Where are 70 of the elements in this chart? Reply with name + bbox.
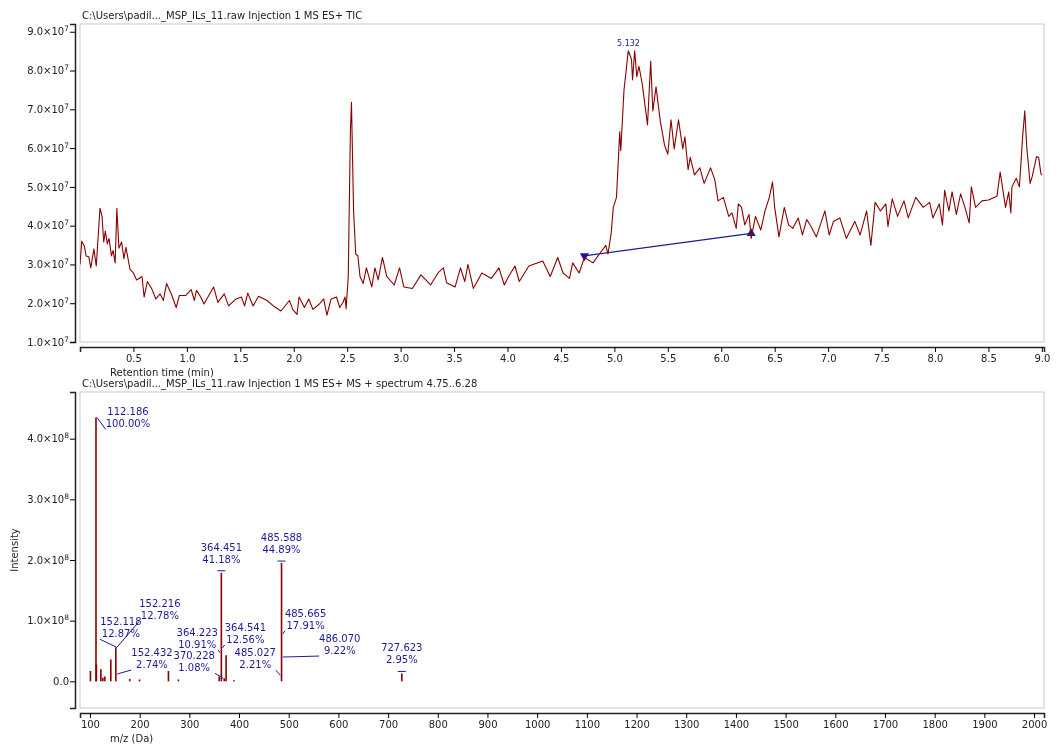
annotation: 112.186 100.00%: [105, 406, 151, 430]
x-tick-label: 9.0: [1034, 353, 1051, 365]
x-tick-label: 8.5: [980, 353, 997, 365]
annotation: 485.588 44.89%: [260, 532, 303, 556]
annotation: 364.541 12.56%: [224, 621, 267, 645]
x-tick-label: 7.0: [820, 353, 837, 365]
x-tick-label: 1300: [674, 719, 700, 731]
x-tick-label: 1000: [524, 719, 551, 731]
annotation: 152.432 2.74%: [131, 647, 173, 671]
x-tick-label: 1.5: [232, 353, 249, 365]
x-tick-label: 2.0: [286, 353, 303, 365]
y-tick-label: 1.0×10$^{8}$: [27, 612, 70, 627]
x-tick-label: 500: [279, 719, 299, 731]
x-tick-label: 8.0: [927, 353, 944, 365]
x-tick-label: 6.0: [713, 353, 730, 365]
x-tick-label: 600: [329, 719, 349, 731]
x-tick-label: 800: [428, 719, 448, 731]
chart-title: C:\Users\padil..._MSP_ILs_11.raw Injection 1 MS ES+ MS + spectrum 4.75..6.28: [82, 378, 478, 390]
x-tick-label: 900: [478, 719, 498, 731]
x-tick-label: 5.5: [660, 353, 677, 365]
annotation: 727.623 2.95%: [381, 642, 423, 666]
y-tick-label: 0.0: [53, 676, 69, 688]
x-tick-label: 700: [379, 719, 399, 731]
x-tick-label: 1400: [723, 719, 750, 731]
annotation: 486.070 9.22%: [319, 633, 361, 657]
x-tick-label: 1100: [574, 719, 601, 731]
y-tick-label: 8.0×10$^{7}$: [27, 62, 70, 77]
x-tick-label: 300: [180, 719, 200, 731]
x-tick-label: 4.5: [553, 353, 570, 365]
annotation: 485.027 2.21%: [234, 647, 276, 671]
x-tick-label: 6.5: [767, 353, 784, 365]
x-tick-label: 100: [80, 719, 100, 731]
y-axis-title: Intensity: [9, 528, 20, 572]
y-tick-label: 2.0×10$^{7}$: [27, 295, 70, 309]
y-tick-label: 3.0×10$^{7}$: [27, 256, 70, 271]
x-tick-label: 4.0: [500, 353, 516, 365]
line-series: [80, 50, 1043, 316]
x-tick-label: 1700: [872, 719, 899, 731]
x-tick-label: 5.0: [606, 353, 623, 365]
x-tick-label: 1600: [823, 719, 849, 731]
y-tick-label: 4.0×10$^{8}$: [27, 430, 70, 445]
x-tick-label: 200: [130, 719, 150, 731]
y-tick-label: 7.0×10$^{7}$: [27, 101, 70, 116]
x-tick-label: 1800: [922, 719, 948, 731]
annotation: 485.665 17.91%: [284, 608, 327, 631]
y-tick-label: 9.0×10$^{7}$: [27, 23, 70, 38]
x-axis-title: m/z (Da): [110, 733, 154, 744]
x-tick-label: 1900: [972, 719, 998, 731]
annotation: 364.451 41.18%: [200, 541, 243, 565]
x-tick-label: 2.5: [339, 353, 356, 365]
annotation: 370.228 1.08%: [173, 650, 215, 674]
y-tick-label: 3.0×10$^{8}$: [27, 491, 70, 506]
x-tick-label: 0.5: [125, 353, 142, 365]
x-tick-label: 2000: [1021, 719, 1048, 731]
annotation: 5.132: [617, 38, 640, 48]
x-tick-label: 3.0: [393, 353, 410, 365]
x-tick-label: 7.5: [874, 353, 891, 365]
y-tick-label: 2.0×10$^{8}$: [27, 552, 70, 566]
y-tick-label: 4.0×10$^{7}$: [27, 217, 70, 232]
y-tick-label: 1.0×10$^{7}$: [27, 334, 70, 348]
x-axis-title: Retention time (min): [110, 367, 214, 378]
y-tick-label: 5.0×10$^{7}$: [27, 179, 70, 193]
y-tick-label: 6.0×10$^{7}$: [27, 140, 70, 154]
x-tick-label: 1.0: [179, 353, 196, 365]
chart-title: C:\Users\padil..._MSP_ILs_11.raw Injection 1 MS ES+ TIC: [82, 10, 363, 22]
x-tick-label: 3.5: [446, 353, 463, 365]
x-tick-label: 1500: [773, 719, 799, 731]
annotation: 364.223 10.91%: [176, 626, 218, 650]
x-tick-label: 1200: [624, 719, 650, 731]
x-tick-label: 400: [229, 719, 250, 731]
